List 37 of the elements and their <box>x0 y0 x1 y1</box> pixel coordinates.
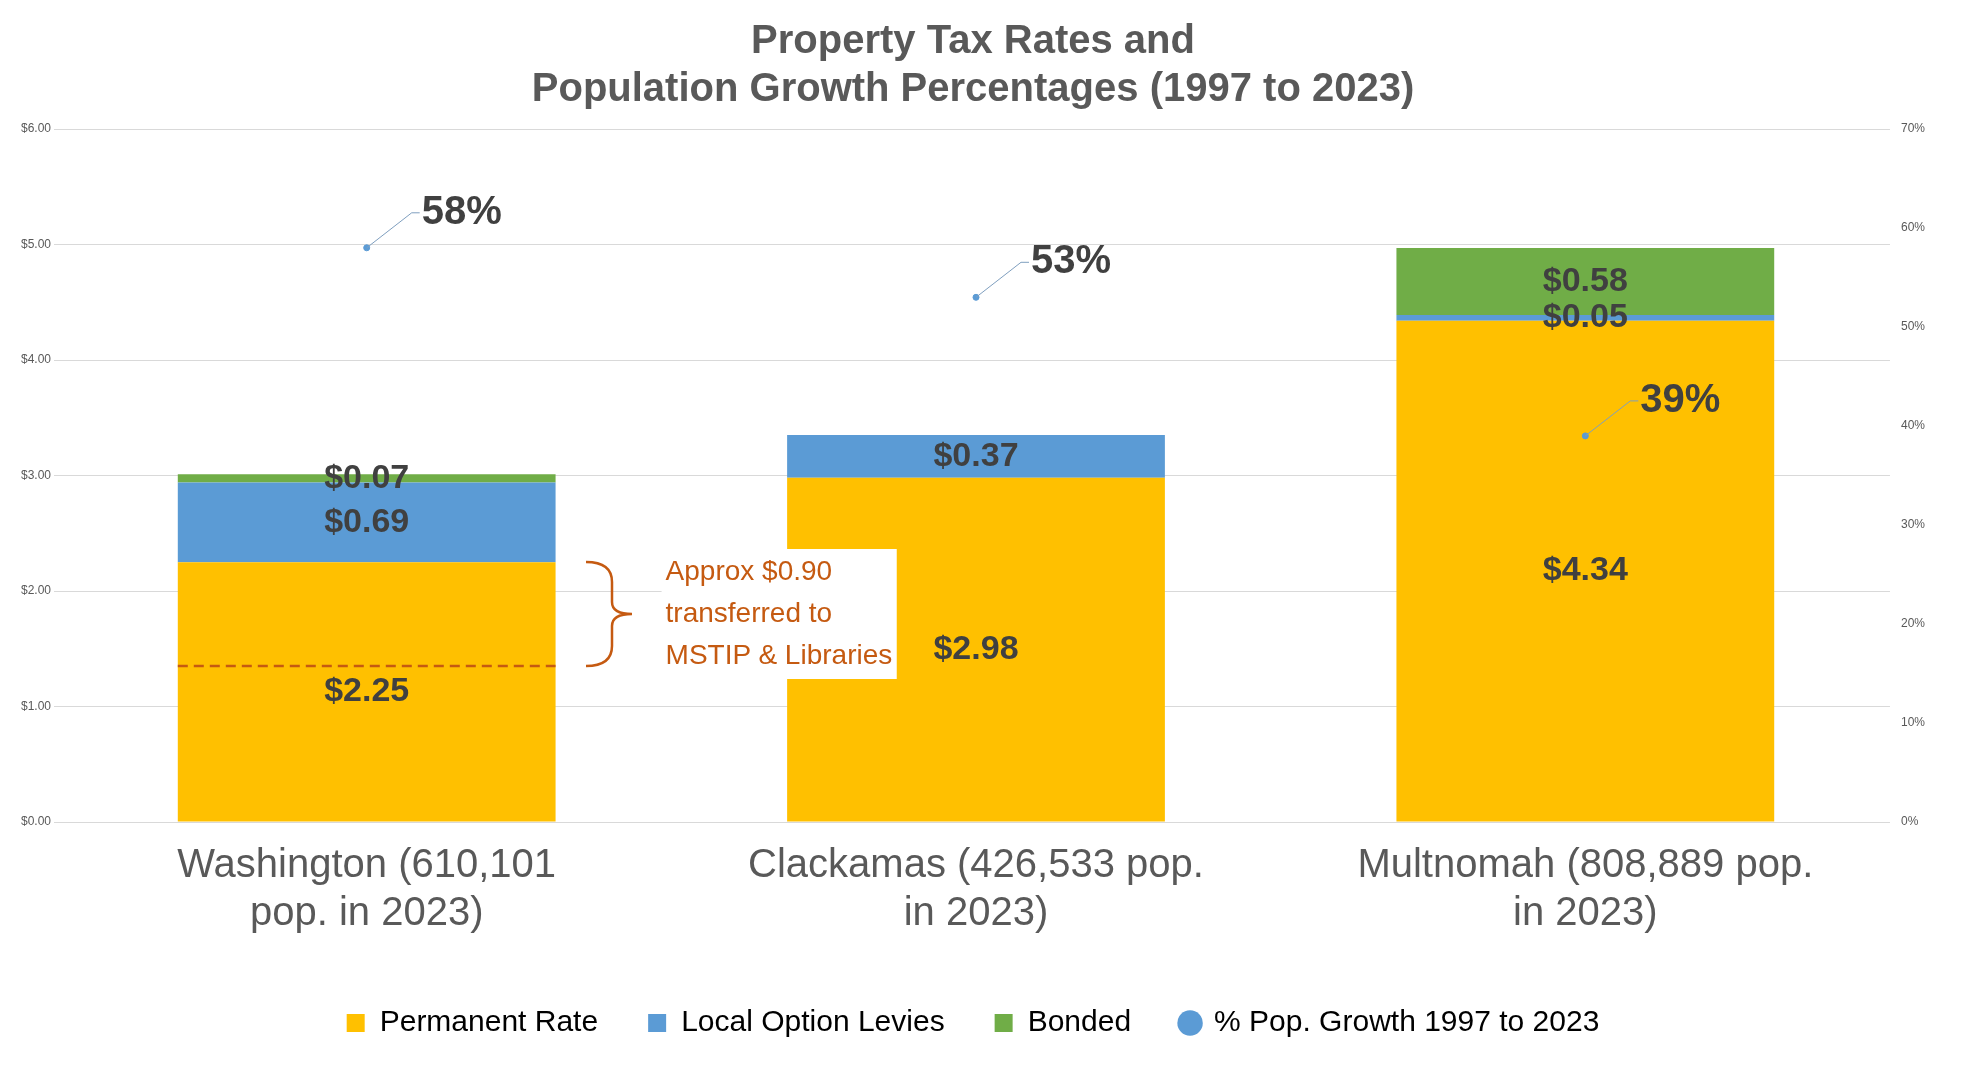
y-tick-label: $6.00 <box>21 121 52 136</box>
legend-label: Permanent Rate <box>379 1004 599 1038</box>
legend-label: % Pop. Growth 1997 to 2023 <box>1214 1004 1600 1038</box>
data-label: 58% <box>421 187 502 232</box>
y-tick-label: $3.00 <box>21 467 52 482</box>
x-tick-label: Clackamas (426,533 pop. in 2023) <box>748 841 1204 934</box>
data-label: $0.37 <box>933 434 1019 473</box>
y2-tick-label: 40% <box>1900 418 1926 433</box>
y2-tick-label: 0% <box>1900 814 1919 829</box>
data-label: $2.25 <box>324 670 410 709</box>
x-tick-label: Multnomah (808,889 pop. in 2023) <box>1357 841 1814 934</box>
data-label: 39% <box>1640 375 1721 420</box>
data-label: $4.34 <box>1542 549 1628 588</box>
legend-label: Bonded <box>1027 1004 1132 1038</box>
y2-tick-label: 20% <box>1900 616 1926 631</box>
y-tick-label: $1.00 <box>21 698 52 713</box>
y2-tick-label: 60% <box>1900 220 1926 235</box>
annotation: Approx $0.90 transferred to MSTIP & Libraries <box>665 554 893 670</box>
bar <box>787 435 1165 478</box>
data-label: $0.69 <box>324 500 410 539</box>
y-tick-label: $0.00 <box>21 814 52 829</box>
y2-tick-label: 70% <box>1900 121 1926 136</box>
legend-label: Local Option Levies <box>681 1004 945 1038</box>
y-tick-label: $4.00 <box>21 352 52 367</box>
data-label: $0.58 <box>1542 259 1628 298</box>
y-tick-label: $5.00 <box>21 236 52 251</box>
data-label: 53% <box>1031 237 1112 282</box>
data-label: $2.98 <box>933 628 1019 667</box>
chart-title: Property Tax Rates and Population Growth Percentages (1997 to 2023) <box>531 17 1415 110</box>
y2-tick-label: 50% <box>1900 319 1926 334</box>
bar <box>177 562 556 822</box>
y-tick-label: $2.00 <box>21 583 52 598</box>
y2-tick-label: 10% <box>1900 715 1926 730</box>
y2-tick-label: 30% <box>1900 517 1926 532</box>
data-label: $0.07 <box>324 456 410 495</box>
data-label: $0.05 <box>1542 296 1628 335</box>
x-tick-label: Washington (610,101 pop. in 2023) <box>177 841 557 934</box>
